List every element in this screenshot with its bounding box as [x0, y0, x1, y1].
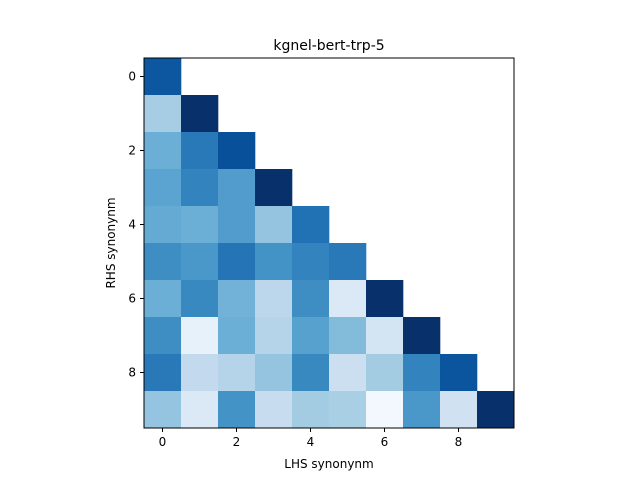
- heatmap-cell: [366, 354, 404, 392]
- heatmap-cell: [329, 280, 367, 318]
- heatmap-cell: [255, 280, 293, 318]
- y-tick-label: 8: [128, 366, 136, 380]
- heatmap-cell: [366, 280, 404, 318]
- heatmap-cell: [255, 243, 293, 281]
- x-tick-label: 0: [159, 435, 167, 449]
- heatmap-cell: [218, 206, 256, 244]
- x-tick-label: 8: [455, 435, 463, 449]
- x-tick-label: 4: [307, 435, 315, 449]
- y-tick-label: 0: [128, 70, 136, 84]
- heatmap-cell: [181, 317, 219, 355]
- x-axis-ticks: 0 2 4 6 8: [159, 428, 463, 449]
- heatmap-cell: [144, 391, 182, 429]
- x-axis-label: LHS synonynm: [284, 457, 373, 471]
- heatmap-cell: [218, 391, 256, 429]
- heatmap-cell: [181, 169, 219, 207]
- y-tick-label: 6: [128, 292, 136, 306]
- plot-frame: [143, 57, 515, 429]
- heatmap-cell: [144, 95, 182, 133]
- heatmap-cell: [403, 391, 441, 429]
- heatmap-cell: [292, 391, 330, 429]
- heatmap-cell: [181, 391, 219, 429]
- heatmap-cell: [181, 354, 219, 392]
- heatmap-cell: [144, 169, 182, 207]
- heatmap-cell: [292, 280, 330, 318]
- heatmap-cell: [329, 317, 367, 355]
- heatmap-cell: [181, 206, 219, 244]
- heatmap-cell: [218, 243, 256, 281]
- heatmap-cell: [292, 206, 330, 244]
- heatmap-cell: [403, 354, 441, 392]
- heatmap-cell: [329, 354, 367, 392]
- y-axis-label: RHS synonynm: [104, 197, 118, 288]
- heatmap-cell: [144, 58, 182, 96]
- heatmap-cell: [477, 391, 515, 429]
- heatmap-cell: [181, 243, 219, 281]
- heatmap-cell: [366, 317, 404, 355]
- heatmap-cell: [218, 354, 256, 392]
- y-axis-ticks: 0 2 4 6 8: [128, 70, 144, 380]
- heatmap-cell: [144, 280, 182, 318]
- heatmap-cell: [218, 280, 256, 318]
- heatmap-cell: [255, 391, 293, 429]
- chart-title: kgnel-bert-trp-5: [273, 38, 384, 54]
- heatmap-cell: [329, 243, 367, 281]
- heatmap-cell: [440, 354, 478, 392]
- y-tick-label: 4: [128, 218, 136, 232]
- heatmap-cell: [181, 280, 219, 318]
- heatmap-cell: [255, 354, 293, 392]
- heatmap-cell: [218, 169, 256, 207]
- heatmap-cell: [403, 317, 441, 355]
- heatmap-cell: [144, 206, 182, 244]
- heatmap-cell: [255, 317, 293, 355]
- y-tick-label: 2: [128, 144, 136, 158]
- heatmap-cell: [181, 95, 219, 133]
- x-tick-label: 6: [381, 435, 389, 449]
- heatmap-cell: [292, 354, 330, 392]
- heatmap-cell: [292, 243, 330, 281]
- heatmap-cell: [255, 206, 293, 244]
- heatmap-cell: [144, 243, 182, 281]
- heatmap-cell: [144, 317, 182, 355]
- x-tick-label: 2: [233, 435, 241, 449]
- heatmap-cell: [255, 169, 293, 207]
- heatmap-cell: [181, 132, 219, 170]
- heatmap-cell: [218, 317, 256, 355]
- heatmap-cell: [144, 354, 182, 392]
- heatmap-cells: [144, 58, 515, 429]
- heatmap-cell: [144, 132, 182, 170]
- heatmap-cell: [292, 317, 330, 355]
- heatmap-cell: [366, 391, 404, 429]
- heatmap-cell: [329, 391, 367, 429]
- heatmap-cell: [218, 132, 256, 170]
- heatmap-cell: [440, 391, 478, 429]
